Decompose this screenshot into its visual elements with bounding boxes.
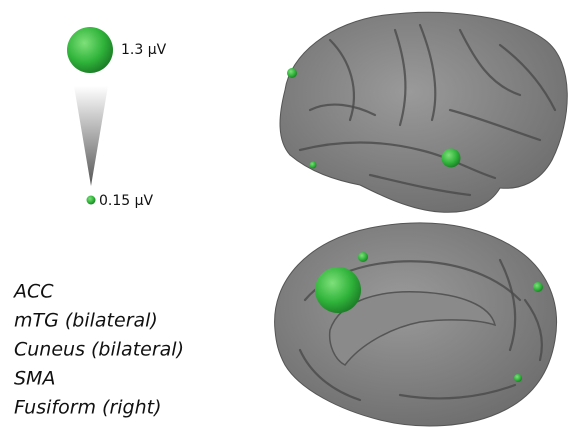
region-label: ACC — [12, 281, 54, 303]
sphere — [315, 267, 361, 313]
sphere — [358, 252, 368, 262]
region-label: Fusiform (right) — [14, 397, 162, 419]
sphere — [533, 282, 543, 292]
region-label: Cuneus (bilateral) — [14, 339, 184, 361]
legend-scale-wedge — [74, 86, 108, 186]
sphere — [441, 148, 461, 168]
legend-max-label: 1.3 µV — [121, 42, 167, 58]
legend-min-sphere — [86, 195, 96, 205]
sphere — [514, 374, 522, 382]
sphere — [309, 161, 317, 169]
medial-brain — [274, 222, 557, 427]
region-label: mTG (bilateral) — [14, 310, 158, 332]
lateral-brain — [279, 11, 568, 213]
legend-min-label: 0.15 µV — [99, 193, 154, 209]
region-list: ACC mTG (bilateral) Cuneus (bilateral) SMA F… — [12, 281, 184, 419]
region-label: SMA — [14, 368, 55, 390]
sphere — [287, 68, 297, 78]
legend-max-sphere — [67, 27, 113, 73]
